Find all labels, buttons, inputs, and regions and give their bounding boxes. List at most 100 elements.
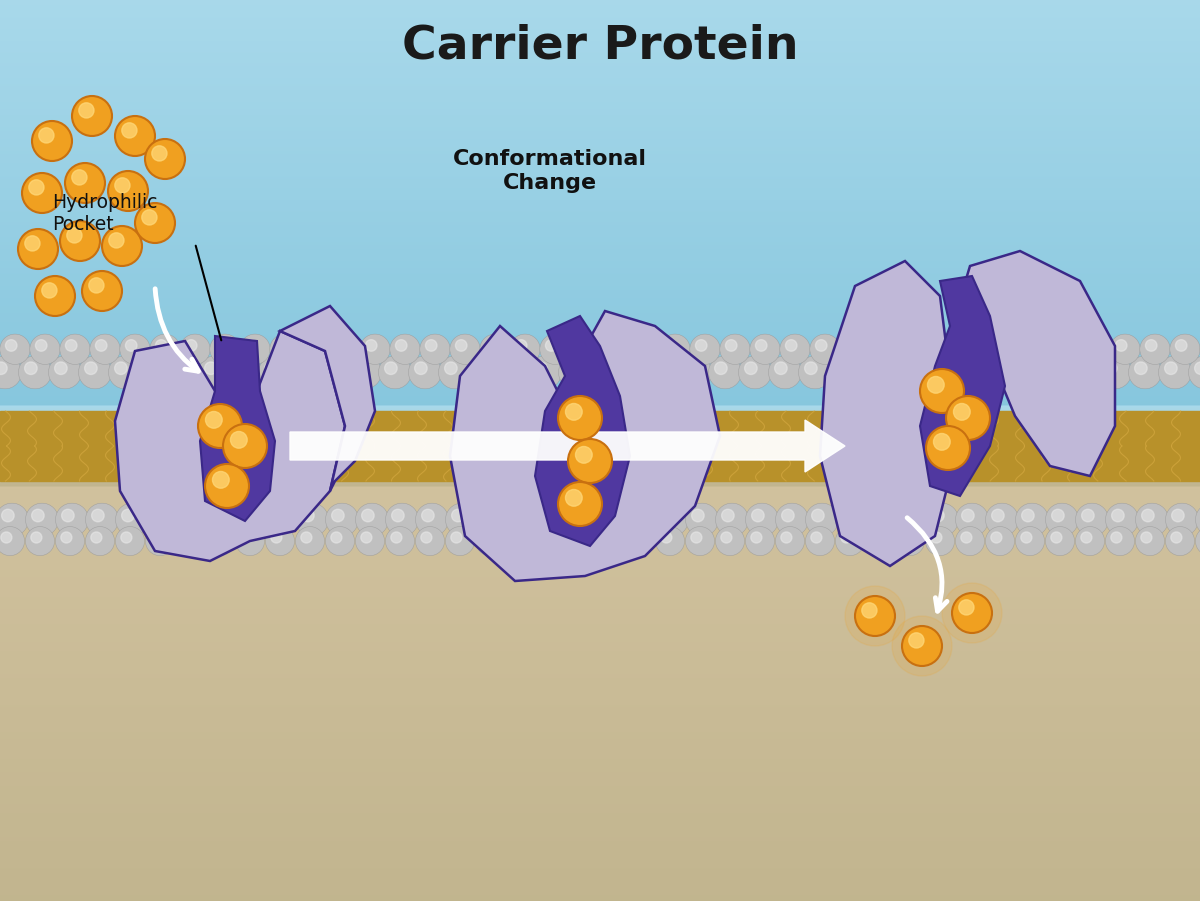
Circle shape: [67, 228, 82, 243]
Circle shape: [902, 626, 942, 666]
Circle shape: [505, 503, 539, 536]
Circle shape: [696, 340, 707, 351]
Circle shape: [571, 532, 582, 543]
Circle shape: [38, 128, 54, 143]
Circle shape: [786, 340, 797, 351]
Circle shape: [91, 532, 102, 543]
Circle shape: [745, 362, 757, 375]
Circle shape: [212, 471, 229, 488]
Text: Hydrophilic
Pocket: Hydrophilic Pocket: [52, 193, 157, 234]
Circle shape: [625, 362, 637, 375]
Circle shape: [865, 503, 899, 536]
Circle shape: [690, 334, 720, 364]
Circle shape: [811, 532, 822, 543]
Circle shape: [726, 340, 737, 351]
Circle shape: [456, 340, 467, 351]
Circle shape: [721, 532, 732, 543]
Circle shape: [1111, 509, 1124, 522]
Circle shape: [775, 503, 809, 536]
FancyArrowPatch shape: [907, 518, 947, 611]
Circle shape: [151, 509, 164, 522]
Circle shape: [156, 340, 167, 351]
Circle shape: [228, 356, 262, 389]
Circle shape: [121, 509, 134, 522]
Circle shape: [1128, 356, 1162, 389]
Circle shape: [1141, 509, 1154, 522]
Circle shape: [1110, 334, 1140, 364]
Circle shape: [541, 509, 554, 522]
Circle shape: [60, 334, 90, 364]
Circle shape: [601, 509, 614, 522]
Circle shape: [246, 340, 257, 351]
Circle shape: [925, 526, 954, 556]
Circle shape: [79, 103, 94, 118]
Circle shape: [660, 334, 690, 364]
Circle shape: [65, 163, 106, 203]
Circle shape: [109, 232, 124, 248]
Circle shape: [486, 340, 497, 351]
Circle shape: [271, 532, 282, 543]
Circle shape: [888, 356, 922, 389]
Circle shape: [715, 503, 749, 536]
Circle shape: [666, 340, 677, 351]
Circle shape: [390, 334, 420, 364]
Circle shape: [871, 509, 884, 522]
Circle shape: [240, 334, 270, 364]
Circle shape: [408, 356, 442, 389]
Circle shape: [775, 362, 787, 375]
Circle shape: [421, 532, 432, 543]
Circle shape: [959, 600, 974, 615]
Circle shape: [1176, 340, 1187, 351]
Circle shape: [138, 356, 172, 389]
Circle shape: [625, 526, 654, 556]
Circle shape: [1045, 526, 1074, 556]
Circle shape: [925, 362, 937, 375]
Circle shape: [85, 503, 119, 536]
Circle shape: [901, 509, 914, 522]
Circle shape: [661, 532, 672, 543]
Circle shape: [295, 526, 324, 556]
Polygon shape: [200, 336, 275, 521]
Circle shape: [805, 362, 817, 375]
Circle shape: [920, 369, 964, 413]
Circle shape: [768, 356, 802, 389]
Circle shape: [1008, 356, 1042, 389]
Circle shape: [930, 334, 960, 364]
Circle shape: [655, 503, 689, 536]
Circle shape: [348, 356, 382, 389]
Circle shape: [180, 334, 210, 364]
Circle shape: [60, 221, 100, 261]
Circle shape: [952, 593, 992, 633]
Circle shape: [145, 526, 174, 556]
Circle shape: [892, 616, 952, 676]
Circle shape: [685, 526, 714, 556]
Circle shape: [870, 334, 900, 364]
Circle shape: [630, 334, 660, 364]
Circle shape: [61, 532, 72, 543]
Circle shape: [451, 532, 462, 543]
Circle shape: [205, 526, 234, 556]
Circle shape: [631, 509, 644, 522]
Circle shape: [295, 503, 329, 536]
Circle shape: [966, 340, 977, 351]
Circle shape: [120, 334, 150, 364]
Circle shape: [846, 340, 857, 351]
Circle shape: [29, 180, 44, 195]
Circle shape: [325, 526, 354, 556]
Circle shape: [295, 362, 307, 375]
Circle shape: [0, 356, 22, 389]
Circle shape: [955, 362, 967, 375]
Circle shape: [810, 334, 840, 364]
Circle shape: [78, 356, 112, 389]
Circle shape: [36, 340, 47, 351]
Circle shape: [996, 340, 1007, 351]
Circle shape: [985, 526, 1014, 556]
Circle shape: [115, 526, 144, 556]
Circle shape: [708, 356, 742, 389]
Circle shape: [1111, 532, 1122, 543]
Circle shape: [528, 356, 562, 389]
Circle shape: [230, 432, 247, 448]
Circle shape: [811, 509, 824, 522]
Circle shape: [336, 340, 347, 351]
Text: Conformational
Change: Conformational Change: [454, 150, 647, 193]
